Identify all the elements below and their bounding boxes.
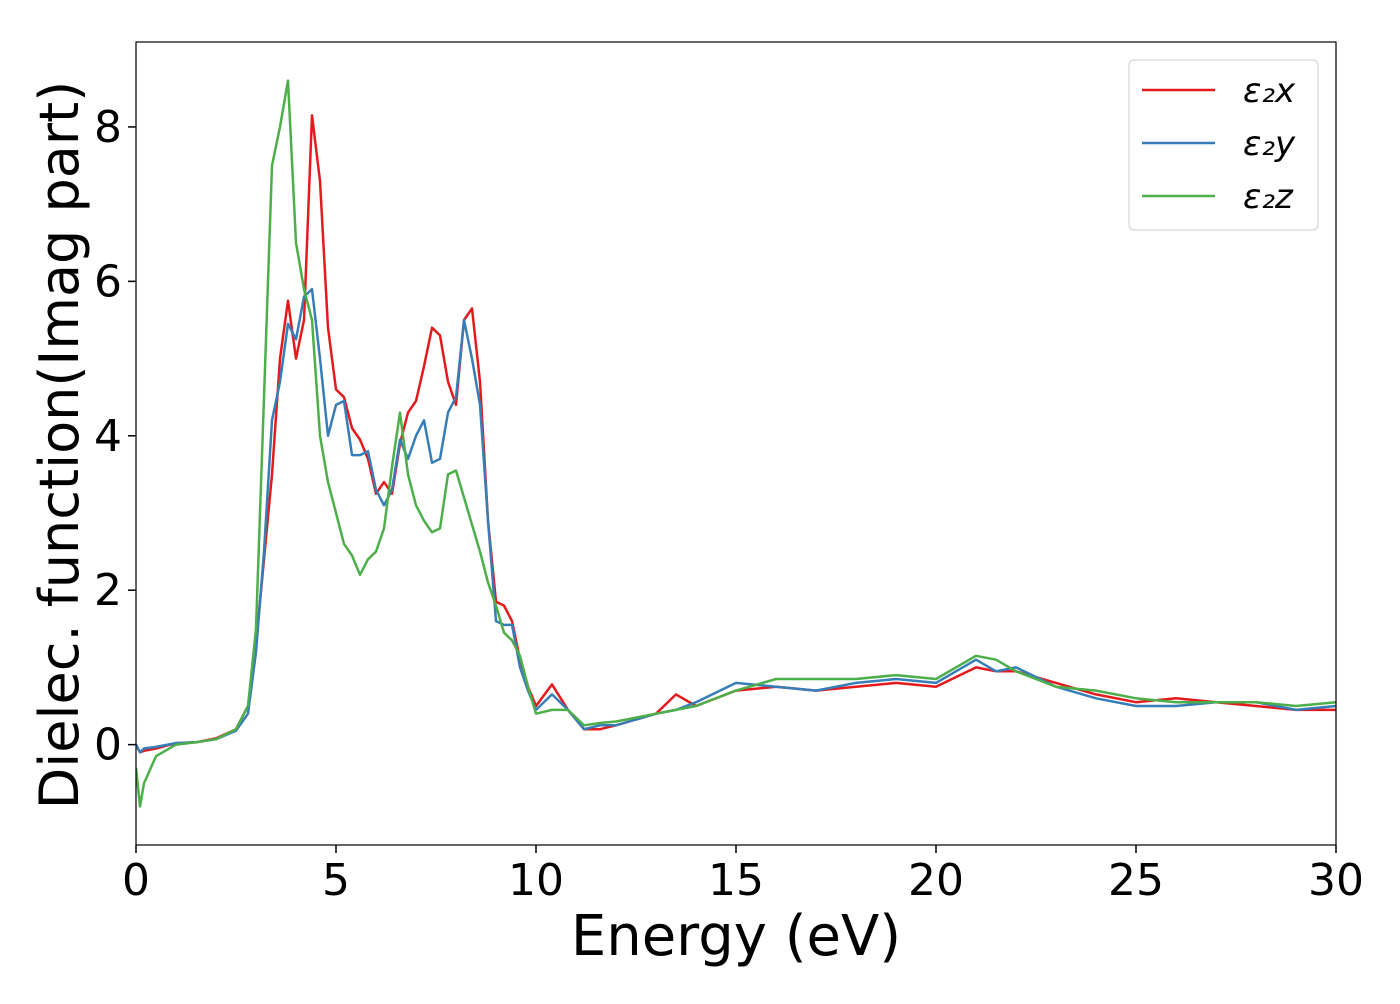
x-tick-label: 15 (708, 855, 764, 906)
x-tick-label: 0 (122, 855, 150, 906)
y-axis-label: Dielec. function(Imag part) (28, 81, 91, 810)
legend-box (1128, 59, 1319, 231)
x-tick-label: 10 (508, 855, 564, 906)
x-tick-label: 5 (322, 855, 350, 906)
plot-frame (135, 41, 1337, 846)
legend-label: ε₂x (1243, 71, 1296, 111)
y-tick-label: 8 (94, 102, 122, 153)
x-tick-label: 20 (908, 855, 964, 906)
y-tick-label: 4 (94, 411, 122, 462)
y-tick-label: 6 (94, 256, 122, 307)
line (136, 79, 1336, 808)
x-tick-label: 30 (1308, 855, 1364, 906)
y-tick-label: 0 (94, 720, 122, 771)
legend-label: ε₂y (1243, 124, 1296, 164)
legend-label: ε₂z (1243, 177, 1294, 217)
line (136, 287, 1336, 754)
x-axis-label: Energy (eV) (571, 904, 901, 969)
x-tick-label: 25 (1108, 855, 1164, 906)
y-tick-label: 2 (94, 565, 122, 616)
